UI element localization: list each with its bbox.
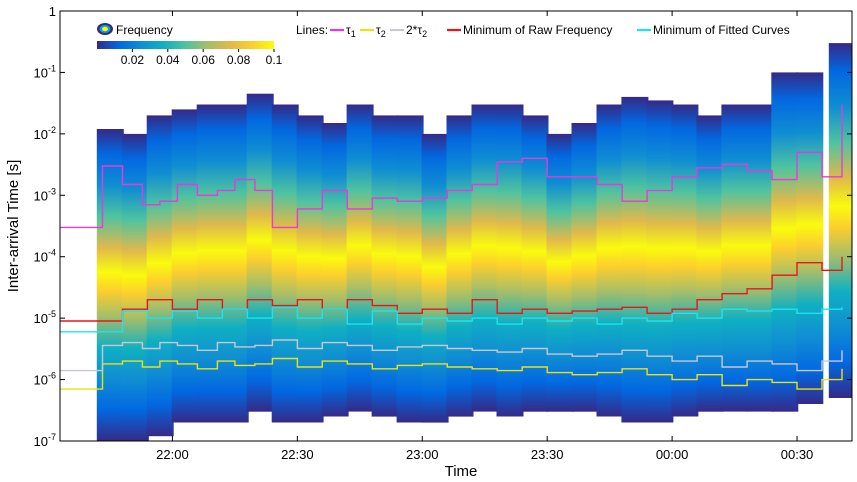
heatmap-column <box>771 72 799 412</box>
heatmap-column <box>246 93 274 412</box>
heatmap-column <box>396 115 424 423</box>
heatmap-column <box>146 115 174 437</box>
heatmap-column <box>171 109 199 423</box>
colorbar-tick-label: 0.02 <box>121 53 145 67</box>
colorbar-tick-label: 0.1 <box>266 53 283 67</box>
heatmap-column <box>646 100 674 423</box>
series-line <box>60 339 843 372</box>
y-tick-label: 10-4 <box>34 248 56 265</box>
heatmap-column <box>571 123 599 412</box>
heatmap-column <box>346 104 374 412</box>
legend-entry-label: τ1 <box>346 23 356 39</box>
heatmap-column <box>296 115 324 423</box>
heatmap-column <box>196 104 224 423</box>
heatmap-column <box>746 104 774 412</box>
heatmap-column <box>521 115 549 412</box>
x-tick-label: 00:00 <box>656 447 689 462</box>
heatmap-column <box>621 96 649 423</box>
colorbar-tick-label: 0.06 <box>192 53 216 67</box>
heatmap-column <box>96 129 124 441</box>
series-line <box>60 306 843 333</box>
heatmap-column <box>371 115 399 417</box>
y-tick-label: 10-2 <box>34 125 56 142</box>
colorbar-gradient <box>97 41 274 49</box>
legend-entry-label: Minimum of Fitted Curves <box>653 23 790 37</box>
y-tick-label: 10-6 <box>34 371 56 388</box>
heatmap-column <box>796 72 824 405</box>
series-line <box>60 256 843 322</box>
colorbar-tick-label: 0.04 <box>156 53 180 67</box>
series-line <box>60 104 843 229</box>
heatmap-column <box>721 104 749 412</box>
x-tick-label: 23:30 <box>531 447 564 462</box>
heatmap-column <box>596 104 624 417</box>
colorbar: Frequency 0.02 0.04 0.06 0.08 0.1 <box>97 23 283 67</box>
colorbar-label: Frequency <box>116 23 173 37</box>
heatmap-column <box>471 104 499 412</box>
x-axis-label: Time <box>445 463 478 480</box>
y-tick-label: 10-1 <box>34 63 56 80</box>
heatmap-column <box>546 133 574 412</box>
heatmap-column <box>321 123 349 417</box>
x-tick-label: 23:00 <box>406 447 439 462</box>
series-lines <box>60 104 843 390</box>
heatmap-column <box>271 104 299 423</box>
heatmap-column <box>696 115 724 412</box>
y-tick-label: 10-3 <box>34 186 56 203</box>
legend: Lines: τ1 τ2 2*τ2 Minimum of Raw Frequency M… <box>296 23 790 39</box>
heatmap-column <box>446 115 474 417</box>
heatmap-column <box>671 104 699 417</box>
x-tick-label: 00:30 <box>781 447 814 462</box>
colorbar-tick-label: 0.08 <box>227 53 251 67</box>
legend-prefix: Lines: <box>296 23 328 37</box>
y-tick-label: 10-7 <box>34 432 56 449</box>
legend-entry-label: τ2 <box>376 23 386 39</box>
heatmap-column <box>496 104 524 417</box>
heatmap-column <box>421 133 449 423</box>
heatmap-column <box>121 133 149 441</box>
legend-entry-label: 2*τ2 <box>406 23 427 39</box>
colorbar-icon <box>97 23 113 35</box>
y-axis: 1 10-1 10-2 10-3 10-4 10-5 10-6 10-7 <box>34 4 852 449</box>
x-tick-label: 22:30 <box>281 447 314 462</box>
legend-entry-label: Minimum of Raw Frequency <box>463 23 612 37</box>
y-tick-label: 10-5 <box>34 309 56 326</box>
x-tick-label: 22:00 <box>156 447 189 462</box>
heatmap-column <box>221 104 249 423</box>
y-axis-label: Inter-arrival Time [s] <box>5 160 22 293</box>
frequency-heatmap <box>96 43 852 441</box>
x-axis: 22:00 22:30 23:00 23:30 00:00 00:30 <box>156 11 813 462</box>
plot-frame <box>59 10 853 442</box>
y-tick-label: 1 <box>49 4 56 19</box>
series-line <box>60 357 843 390</box>
